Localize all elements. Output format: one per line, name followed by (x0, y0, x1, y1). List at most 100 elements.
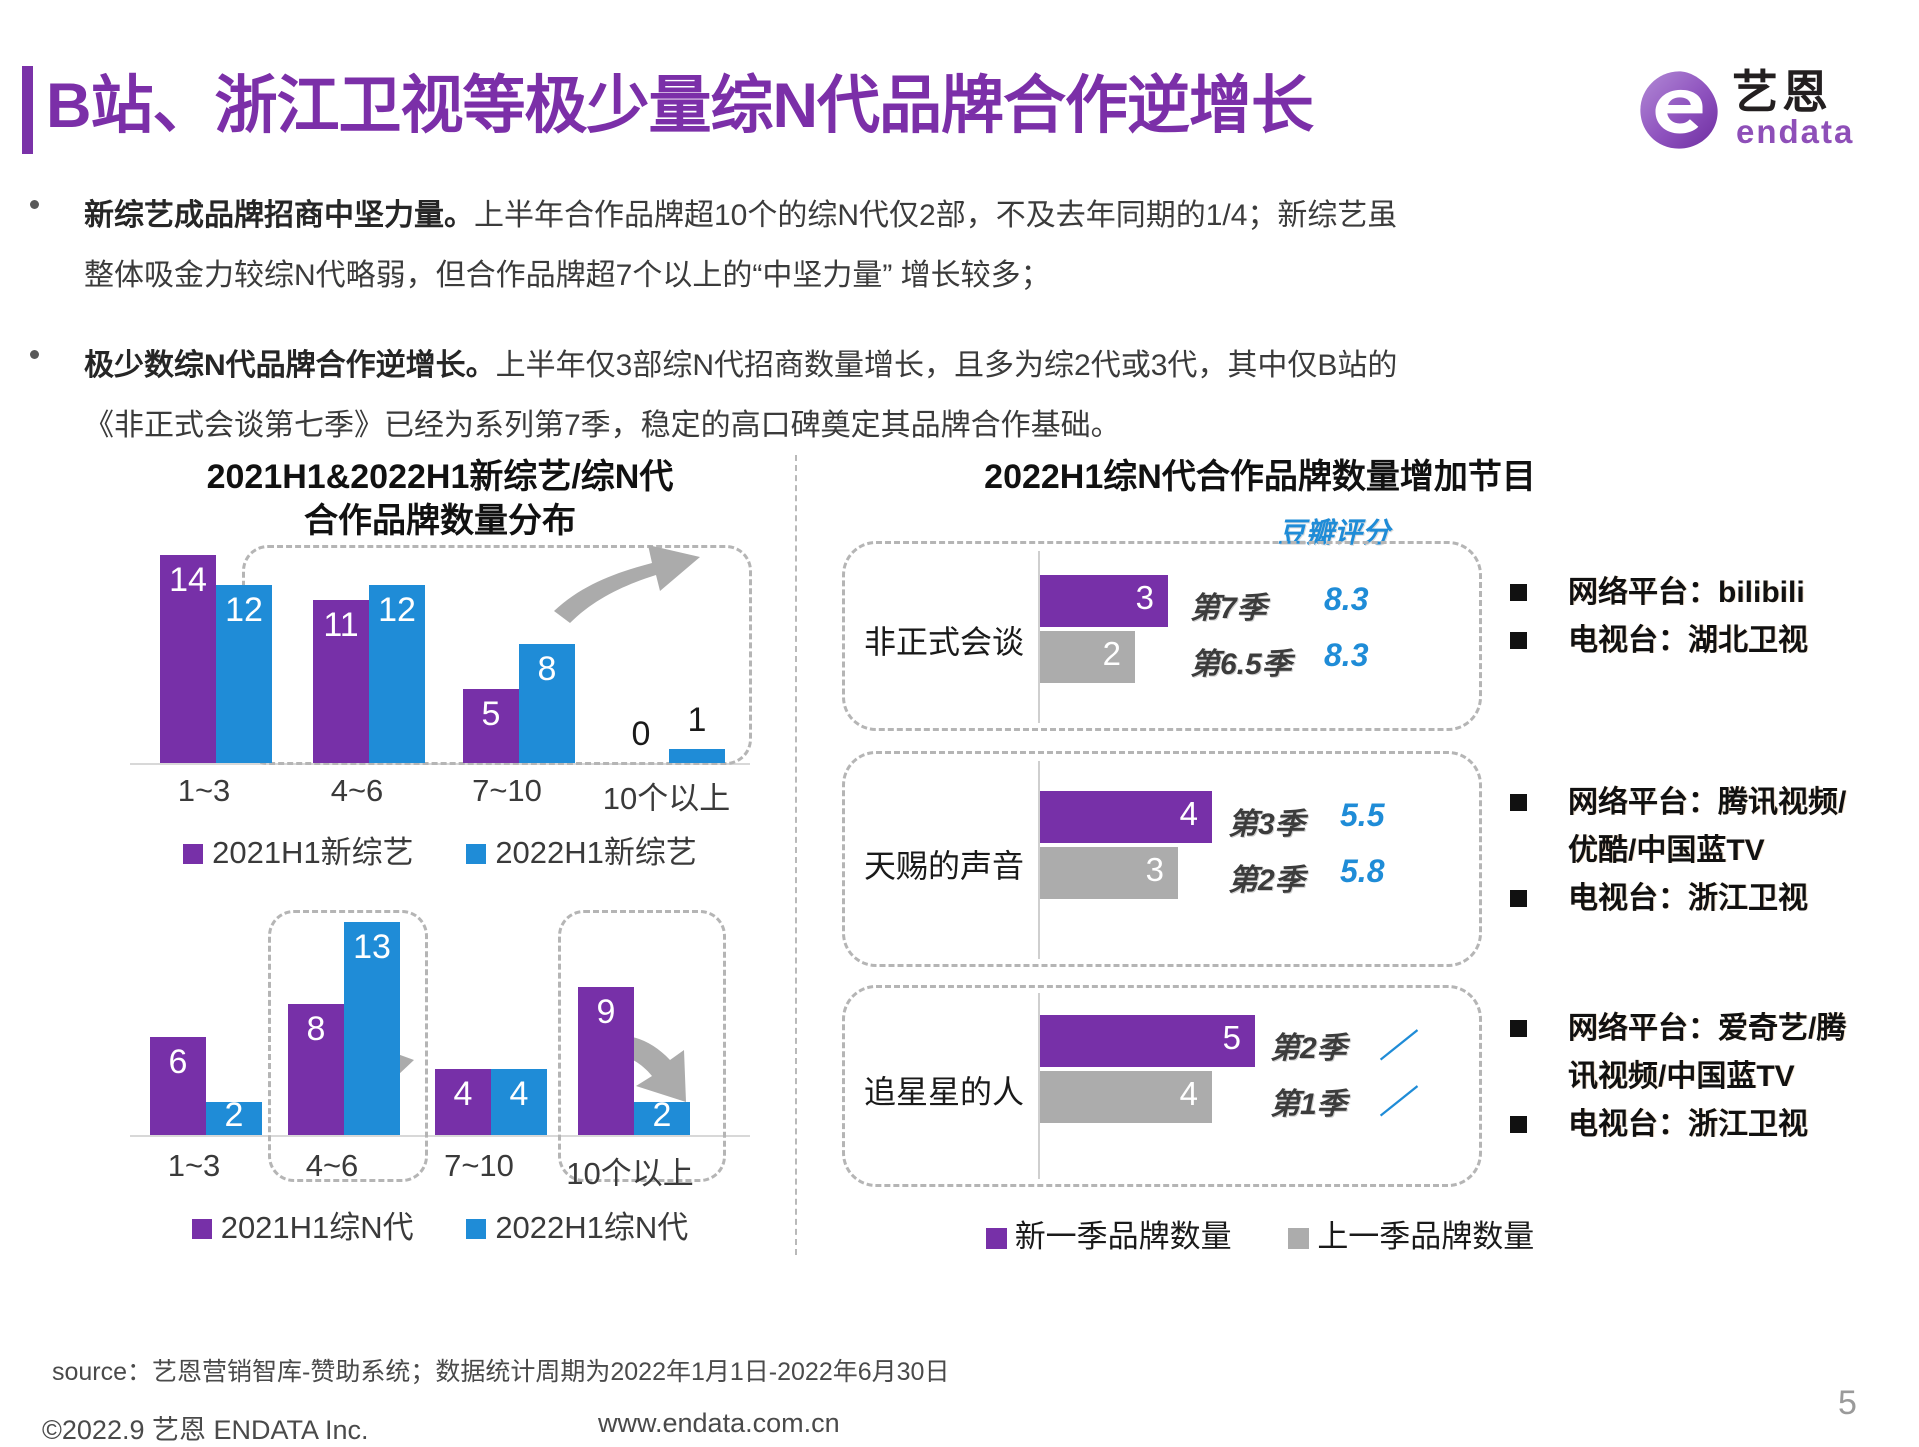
square-bullet-icon (1510, 1020, 1527, 1037)
slide-header: B站、浙江卫视等极少量综N代品牌合作逆增长 (0, 58, 1919, 168)
highlight-region-dashed (558, 910, 726, 1182)
bar-value: 3 (1135, 579, 1154, 616)
season-label: 第1季 (1270, 1088, 1347, 1121)
bullet-item: 极少数综N代品牌合作逆增长。上半年仅3部综N代招商数量增长，且多为综2代或3代，… (0, 336, 1919, 456)
note-line: 网络平台：bilibili (1510, 571, 1910, 615)
season-label: 第2季 (1228, 864, 1305, 897)
bar-value: 5 (1222, 1019, 1241, 1056)
logo-text-en: endata (1736, 113, 1855, 150)
bar-value: 2 (652, 1096, 672, 1134)
show-name: 追星星的人 (864, 1074, 1025, 1110)
bullet-item: 新综艺成品牌招商中坚力量。上半年合作品牌超10个的综N代仅2部，不及去年同期的1… (0, 186, 1919, 306)
douban-score: 8.3 (1324, 637, 1369, 673)
chart-title: 2022H1综N代合作品牌数量增加节目 (984, 458, 1536, 496)
bar-value: 4 (453, 1075, 473, 1113)
season-label: 第7季 (1190, 592, 1267, 625)
bar-2022-4-6: 13 (344, 922, 400, 1135)
bar-baseline (1038, 993, 1040, 1179)
bar-value: 1 (687, 701, 707, 739)
square-bullet-icon (1510, 794, 1527, 811)
bullet-line: 整体吸金力较综N代略弱，但合作品牌超7个以上的“中坚力量” 增长较多； (84, 246, 1919, 306)
bullet-body-2: 整体吸金力较综N代略弱，但合作品牌超7个以上的“中坚力量” 增长较多； (84, 259, 1051, 292)
header-accent-bar (22, 66, 33, 154)
logo-text-cn: 艺恩 (1732, 66, 1832, 118)
bar-baseline (1038, 761, 1040, 959)
legend-swatch-blue (466, 844, 487, 864)
bar-value: 2 (224, 1096, 244, 1134)
show-group-box (842, 985, 1482, 1187)
legend-item-new-season: 新一季品牌数量 (985, 1211, 1232, 1256)
legend-item-2022: 2022H1新综艺 (466, 827, 697, 872)
show-group-box (842, 751, 1482, 967)
legend-swatch-purple (191, 1219, 212, 1239)
chart-legend: 新一季品牌数量 上一季品牌数量 (850, 1211, 1670, 1256)
show-name: 非正式会谈 (864, 624, 1025, 660)
bullet-dot-icon (30, 350, 39, 359)
bar-2021-4-6: 11 (313, 600, 369, 763)
bar-2021-1-3: 6 (150, 1037, 206, 1135)
legend-swatch-purple (183, 844, 204, 864)
website-link[interactable]: www.endata.com.cn (598, 1408, 840, 1438)
chart-zongndai-increase-shows: 2022H1综N代合作品牌数量增加节目 豆瓣评分 非正式会谈 3 第7季 8.3… (820, 455, 1910, 1275)
bar-group: 4 4 (435, 922, 555, 1135)
note-line: 讯视频/中国蓝TV (1568, 1060, 1795, 1093)
chart-plot-area: 6 2 8 13 4 4 (130, 910, 750, 1182)
x-tick-label: 1~3 (177, 773, 231, 808)
douban-score: 8.3 (1324, 581, 1369, 617)
bar-value: 13 (353, 928, 391, 966)
show-group-box (842, 541, 1482, 731)
bullet-line: 新综艺成品牌招商中坚力量。上半年合作品牌超10个的综N代仅2部，不及去年同期的1… (84, 186, 1919, 246)
bar-2022-1-3: 2 (206, 1096, 262, 1135)
growth-arrow-up-icon (554, 545, 700, 623)
bar-value: 4 (1179, 1075, 1198, 1112)
show-notes: 网络平台：bilibili 电视台：湖北卫视 (1510, 571, 1910, 667)
show-notes: 网络平台：爱奇艺/腾 讯视频/中国蓝TV 电视台：浙江卫视 (1510, 1007, 1910, 1151)
source-note: source：艺恩营销智库-赞助系统；数据统计周期为2022年1月1日-2022… (52, 1358, 950, 1386)
bullet-lead: 极少数综N代品牌合作逆增长。 (84, 349, 496, 382)
bullet-body: 上半年合作品牌超10个的综N代仅2部，不及去年同期的1/4；新综艺虽 (474, 199, 1398, 232)
legend-item-2021: 2021H1新综艺 (183, 827, 414, 872)
bar-2022-7-10: 8 (519, 644, 575, 763)
legend-swatch-purple (985, 1228, 1007, 1249)
bar-2022-1-3: 12 (216, 585, 272, 763)
season-label: 第6.5季 (1190, 648, 1292, 681)
x-tick-label: 10个以上 (566, 1156, 694, 1191)
bar-2021-1-3: 14 (160, 555, 216, 763)
show-notes: 网络平台：腾讯视频/ 优酷/中国蓝TV 电视台：浙江卫视 (1510, 781, 1910, 925)
douban-score: 5.8 (1340, 853, 1385, 889)
bar-value: 12 (378, 591, 416, 629)
endata-logo: 艺恩 endata (1636, 64, 1886, 156)
chart-legend: 2021H1综N代 2022H1综N代 (90, 1202, 790, 1247)
bar-group: 8 13 (288, 922, 408, 1135)
bar-prev-season-count: 4 (1040, 1071, 1212, 1123)
x-tick-label: 1~3 (167, 1148, 221, 1183)
bar-value: 5 (481, 695, 501, 733)
douban-score: ／ (1380, 1028, 1413, 1064)
bar-new-season-count: 4 (1040, 791, 1212, 843)
chart-legend: 2021H1新综艺 2022H1新综艺 (90, 827, 790, 872)
highlight-region-dashed (268, 910, 428, 1182)
legend-item-prev-season: 上一季品牌数量 (1288, 1211, 1534, 1256)
bullet-lead: 新综艺成品牌招商中坚力量。 (84, 199, 474, 232)
bar-value: 4 (1179, 795, 1198, 832)
note-line: 电视台：湖北卫视 (1510, 619, 1910, 663)
bar-new-season-count: 3 (1040, 575, 1168, 627)
note-line: 网络平台：腾讯视频/ (1510, 781, 1910, 825)
bar-2022-10plus: 2 (634, 1096, 690, 1135)
legend-swatch-blue (466, 1219, 487, 1239)
x-tick-label: 10个以上 (602, 781, 731, 816)
season-label: 第2季 (1270, 1032, 1347, 1065)
legend-item-2022-zongndai: 2022H1综N代 (466, 1202, 688, 1247)
bar-value: 8 (537, 650, 557, 688)
bar-group: 14 12 (160, 555, 280, 763)
x-tick-label: 7~10 (444, 1148, 514, 1183)
season-label: 第3季 (1228, 808, 1305, 841)
chart-new-variety-distribution: 2021H1&2022H1新综艺/综N代 合作品牌数量分布 14 12 (90, 455, 790, 870)
bar-2021-4-6: 8 (288, 1004, 344, 1135)
bullet-body: 上半年仅3部综N代招商数量增长，且多为综2代或3代，其中仅B站的 (495, 349, 1398, 382)
bar-new-season-count: 5 (1040, 1015, 1255, 1067)
bar-value: 6 (168, 1043, 188, 1081)
legend-item-2021-zongndai: 2021H1综N代 (191, 1202, 414, 1247)
square-bullet-icon (1510, 632, 1527, 649)
